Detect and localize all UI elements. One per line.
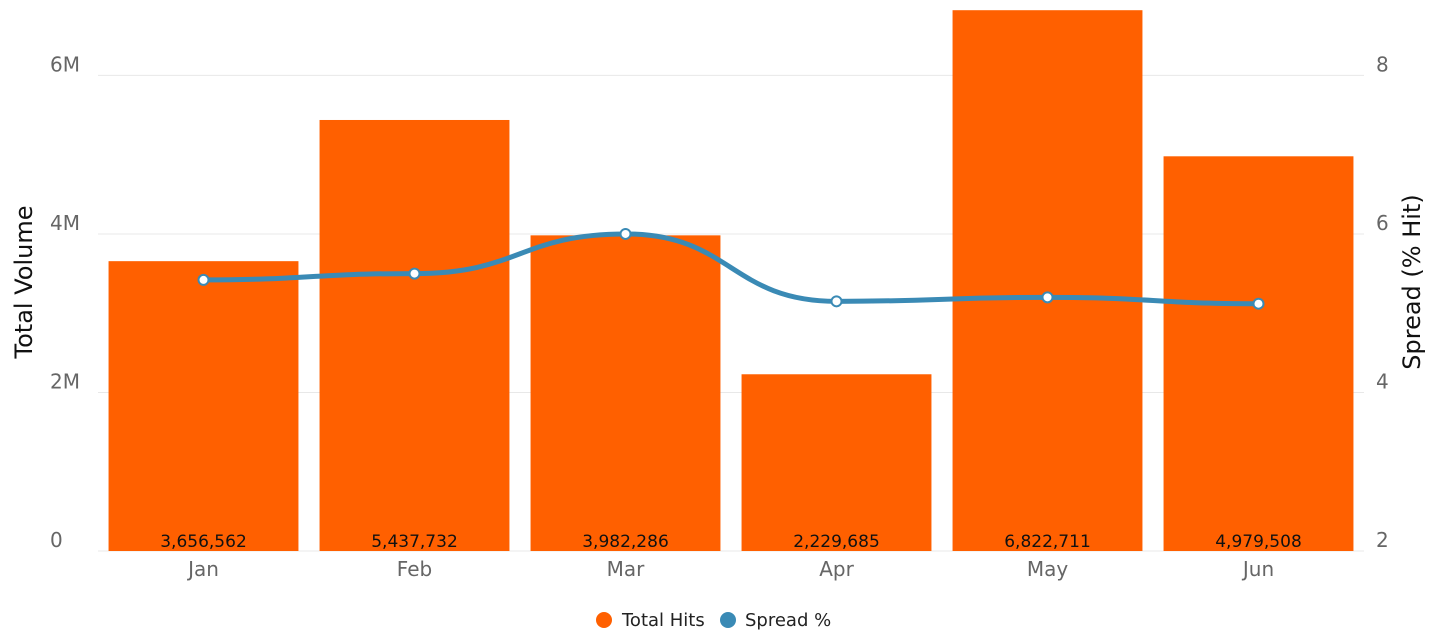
x-tick-label: Jan [186,557,219,581]
y-tick-right: 2 [1376,528,1389,552]
spread-point-may [1041,291,1054,304]
y-tick-right: 6 [1376,211,1389,235]
bar-value-label: 5,437,732 [371,532,458,552]
x-tick-label: Feb [397,557,432,581]
axes: 0 2M 4M 6M 2 4 6 8 Jan Feb Mar Apr May Jun [50,52,1389,581]
y-tick-left: 0 [50,528,63,552]
bar-mar [530,235,721,551]
x-tick-label: Apr [819,557,854,581]
x-tick-label: Mar [607,557,646,581]
legend: Total Hits Spread % [596,610,831,631]
spread-point-mar [619,227,632,240]
legend-label-total-hits: Total Hits [621,610,705,631]
spread-point-apr [830,295,843,308]
spread-point-jun [1252,297,1265,310]
x-tick-label: Jun [1241,557,1274,581]
gridlines [98,74,1364,552]
y-tick-left: 4M [50,211,80,235]
bar-jan [108,261,299,551]
y-axis-right-title: Spread (% Hit) [1398,194,1426,369]
y-tick-right: 4 [1376,369,1389,393]
legend-label-spread: Spread % [745,610,831,631]
legend-marker-spread [720,612,736,628]
spread-point-feb [408,267,421,280]
bar-value-label: 3,656,562 [160,532,247,552]
bar-value-label: 4,979,508 [1215,532,1302,552]
x-tick-label: May [1027,557,1069,581]
bar-may [952,10,1143,551]
data-labels: 3,656,562 5,437,732 3,982,286 2,229,685 6,82… [160,532,1302,552]
y-axis-left-title: Total Volume [10,206,38,360]
spread-line [201,231,1261,307]
bar-apr [741,374,932,551]
bar-value-label: 3,982,286 [582,532,669,552]
bar-jun [1163,156,1354,551]
bar-value-label: 6,822,711 [1004,532,1091,552]
bar-feb [319,119,510,552]
y-tick-left: 2M [50,369,80,393]
y-tick-right: 8 [1376,52,1389,76]
bars [108,10,1354,552]
bar-value-label: 2,229,685 [793,532,880,552]
legend-marker-total-hits [596,612,612,628]
spread-point-jan [197,273,210,286]
line-series [197,227,1265,310]
y-tick-left: 6M [50,52,80,76]
